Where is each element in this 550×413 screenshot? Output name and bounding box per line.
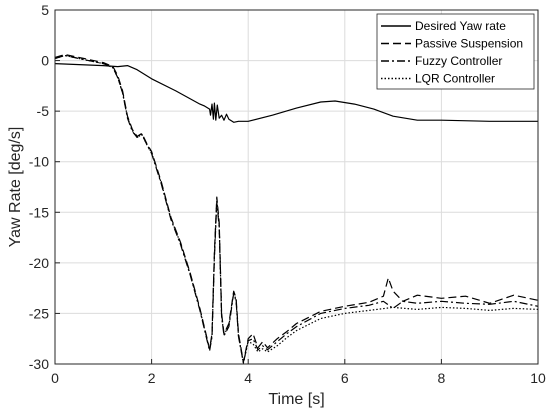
y-tick-label: -10 [29,154,49,170]
y-tick-label: 0 [41,53,49,69]
x-tick-label: 4 [244,370,252,386]
plot-lines [54,53,539,364]
legend-label: Desired Yaw rate [415,19,506,33]
y-tick-label: -5 [37,103,50,119]
y-tick-label: -25 [29,305,49,321]
legend: Desired Yaw rate Passive Suspension Fuzzy … [376,13,535,90]
legend-label: Fuzzy Controller [415,54,502,68]
y-axis-label: Yaw Rate [deg/s] [7,127,24,248]
legend-label: LQR Controller [415,72,495,86]
y-axis-ticks: 5 0 -5 -10 -15 -20 -25 -30 [29,2,60,372]
series-line-3 [54,54,539,364]
x-tick-label: 0 [51,370,59,386]
x-tick-label: 2 [148,370,156,386]
series-line-2 [54,53,539,363]
y-tick-label: -20 [29,255,49,271]
series-line-1 [54,63,538,123]
y-tick-label: -15 [29,204,49,220]
x-tick-label: 10 [530,370,546,386]
series-line-4 [54,54,539,364]
x-axis-ticks: 0 2 4 6 8 10 [51,359,546,386]
x-tick-label: 8 [438,370,446,386]
x-axis-label: Time [s] [268,391,324,408]
x-tick-label: 6 [341,370,349,386]
y-tick-label: 5 [41,2,49,18]
plot-frame [54,9,539,365]
y-tick-label: -30 [29,356,49,372]
legend-label: Passive Suspension [415,37,523,51]
